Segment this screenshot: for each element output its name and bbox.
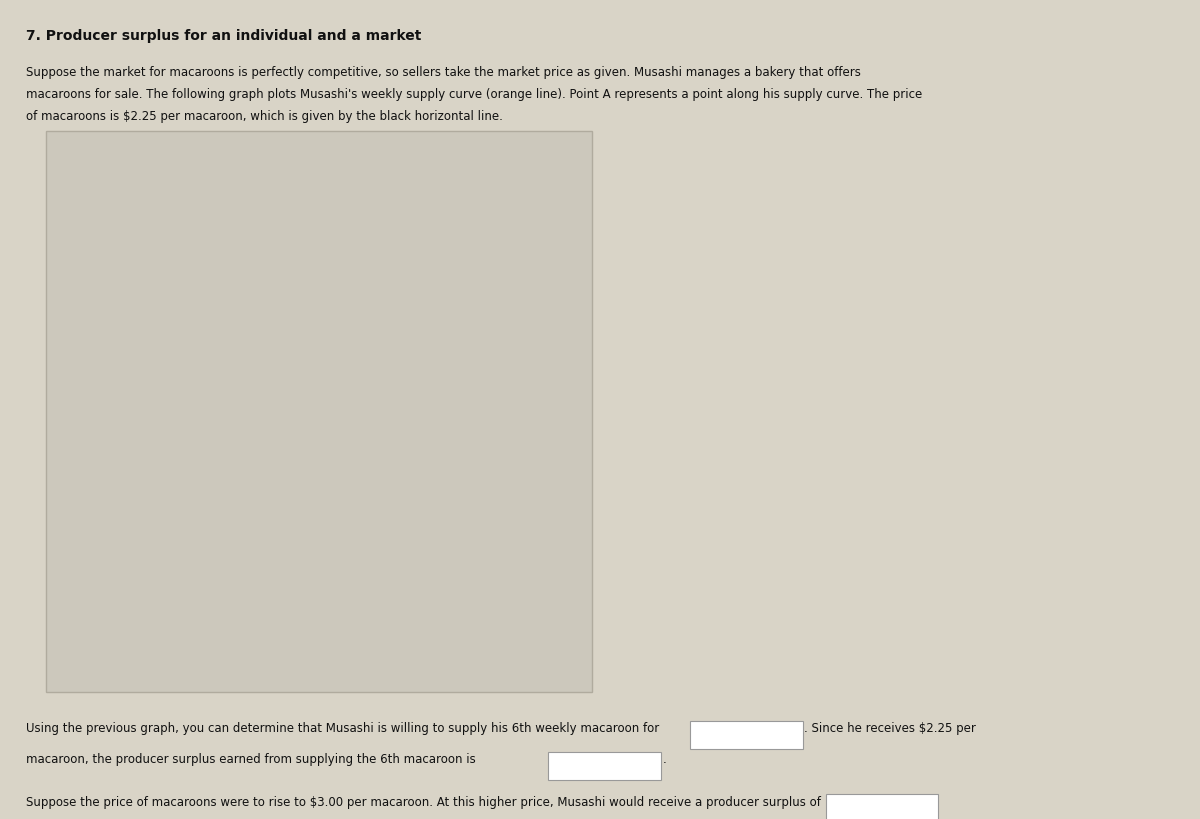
Text: macaroon, the producer surplus earned from supplying the 6th macaroon is: macaroon, the producer surplus earned fr… xyxy=(26,753,480,767)
Text: Supply: Supply xyxy=(143,623,181,633)
Title: Musashi's Weekly Supply: Musashi's Weekly Supply xyxy=(264,146,438,160)
Text: Using the previous graph, you can determine that Musashi is willing to supply hi: Using the previous graph, you can determ… xyxy=(26,722,664,735)
Text: Suppose the market for macaroons is perfectly competitive, so sellers take the m: Suppose the market for macaroons is perf… xyxy=(26,66,862,79)
Text: ?: ? xyxy=(560,145,568,159)
Text: $: $ xyxy=(696,722,703,732)
Text: Suppose the price of macaroons were to rise to $3.00 per macaroon. At this highe: Suppose the price of macaroons were to r… xyxy=(26,796,826,809)
Y-axis label: PRICE (Dollars per macaroon): PRICE (Dollars per macaroon) xyxy=(90,323,100,488)
Text: $: $ xyxy=(832,796,839,806)
Text: 6, 1.5: 6, 1.5 xyxy=(214,490,247,503)
Text: A: A xyxy=(253,573,262,586)
Text: Price: Price xyxy=(145,507,173,518)
Text: of macaroons is $2.25 per macaroon, which is given by the black horizontal line.: of macaroons is $2.25 per macaroon, whic… xyxy=(26,110,503,123)
Text: . Since he receives $2.25 per: . Since he receives $2.25 per xyxy=(804,722,976,735)
Text: $: $ xyxy=(554,753,562,763)
Text: macaroons for sale. The following graph plots Musashi's weekly supply curve (ora: macaroons for sale. The following graph … xyxy=(26,88,923,101)
Text: .: . xyxy=(662,753,666,767)
X-axis label: QUANTITY (Macaroons): QUANTITY (Macaroons) xyxy=(287,667,415,677)
Text: 7. Producer surplus for an individual and a market: 7. Producer surplus for an individual an… xyxy=(26,29,421,43)
